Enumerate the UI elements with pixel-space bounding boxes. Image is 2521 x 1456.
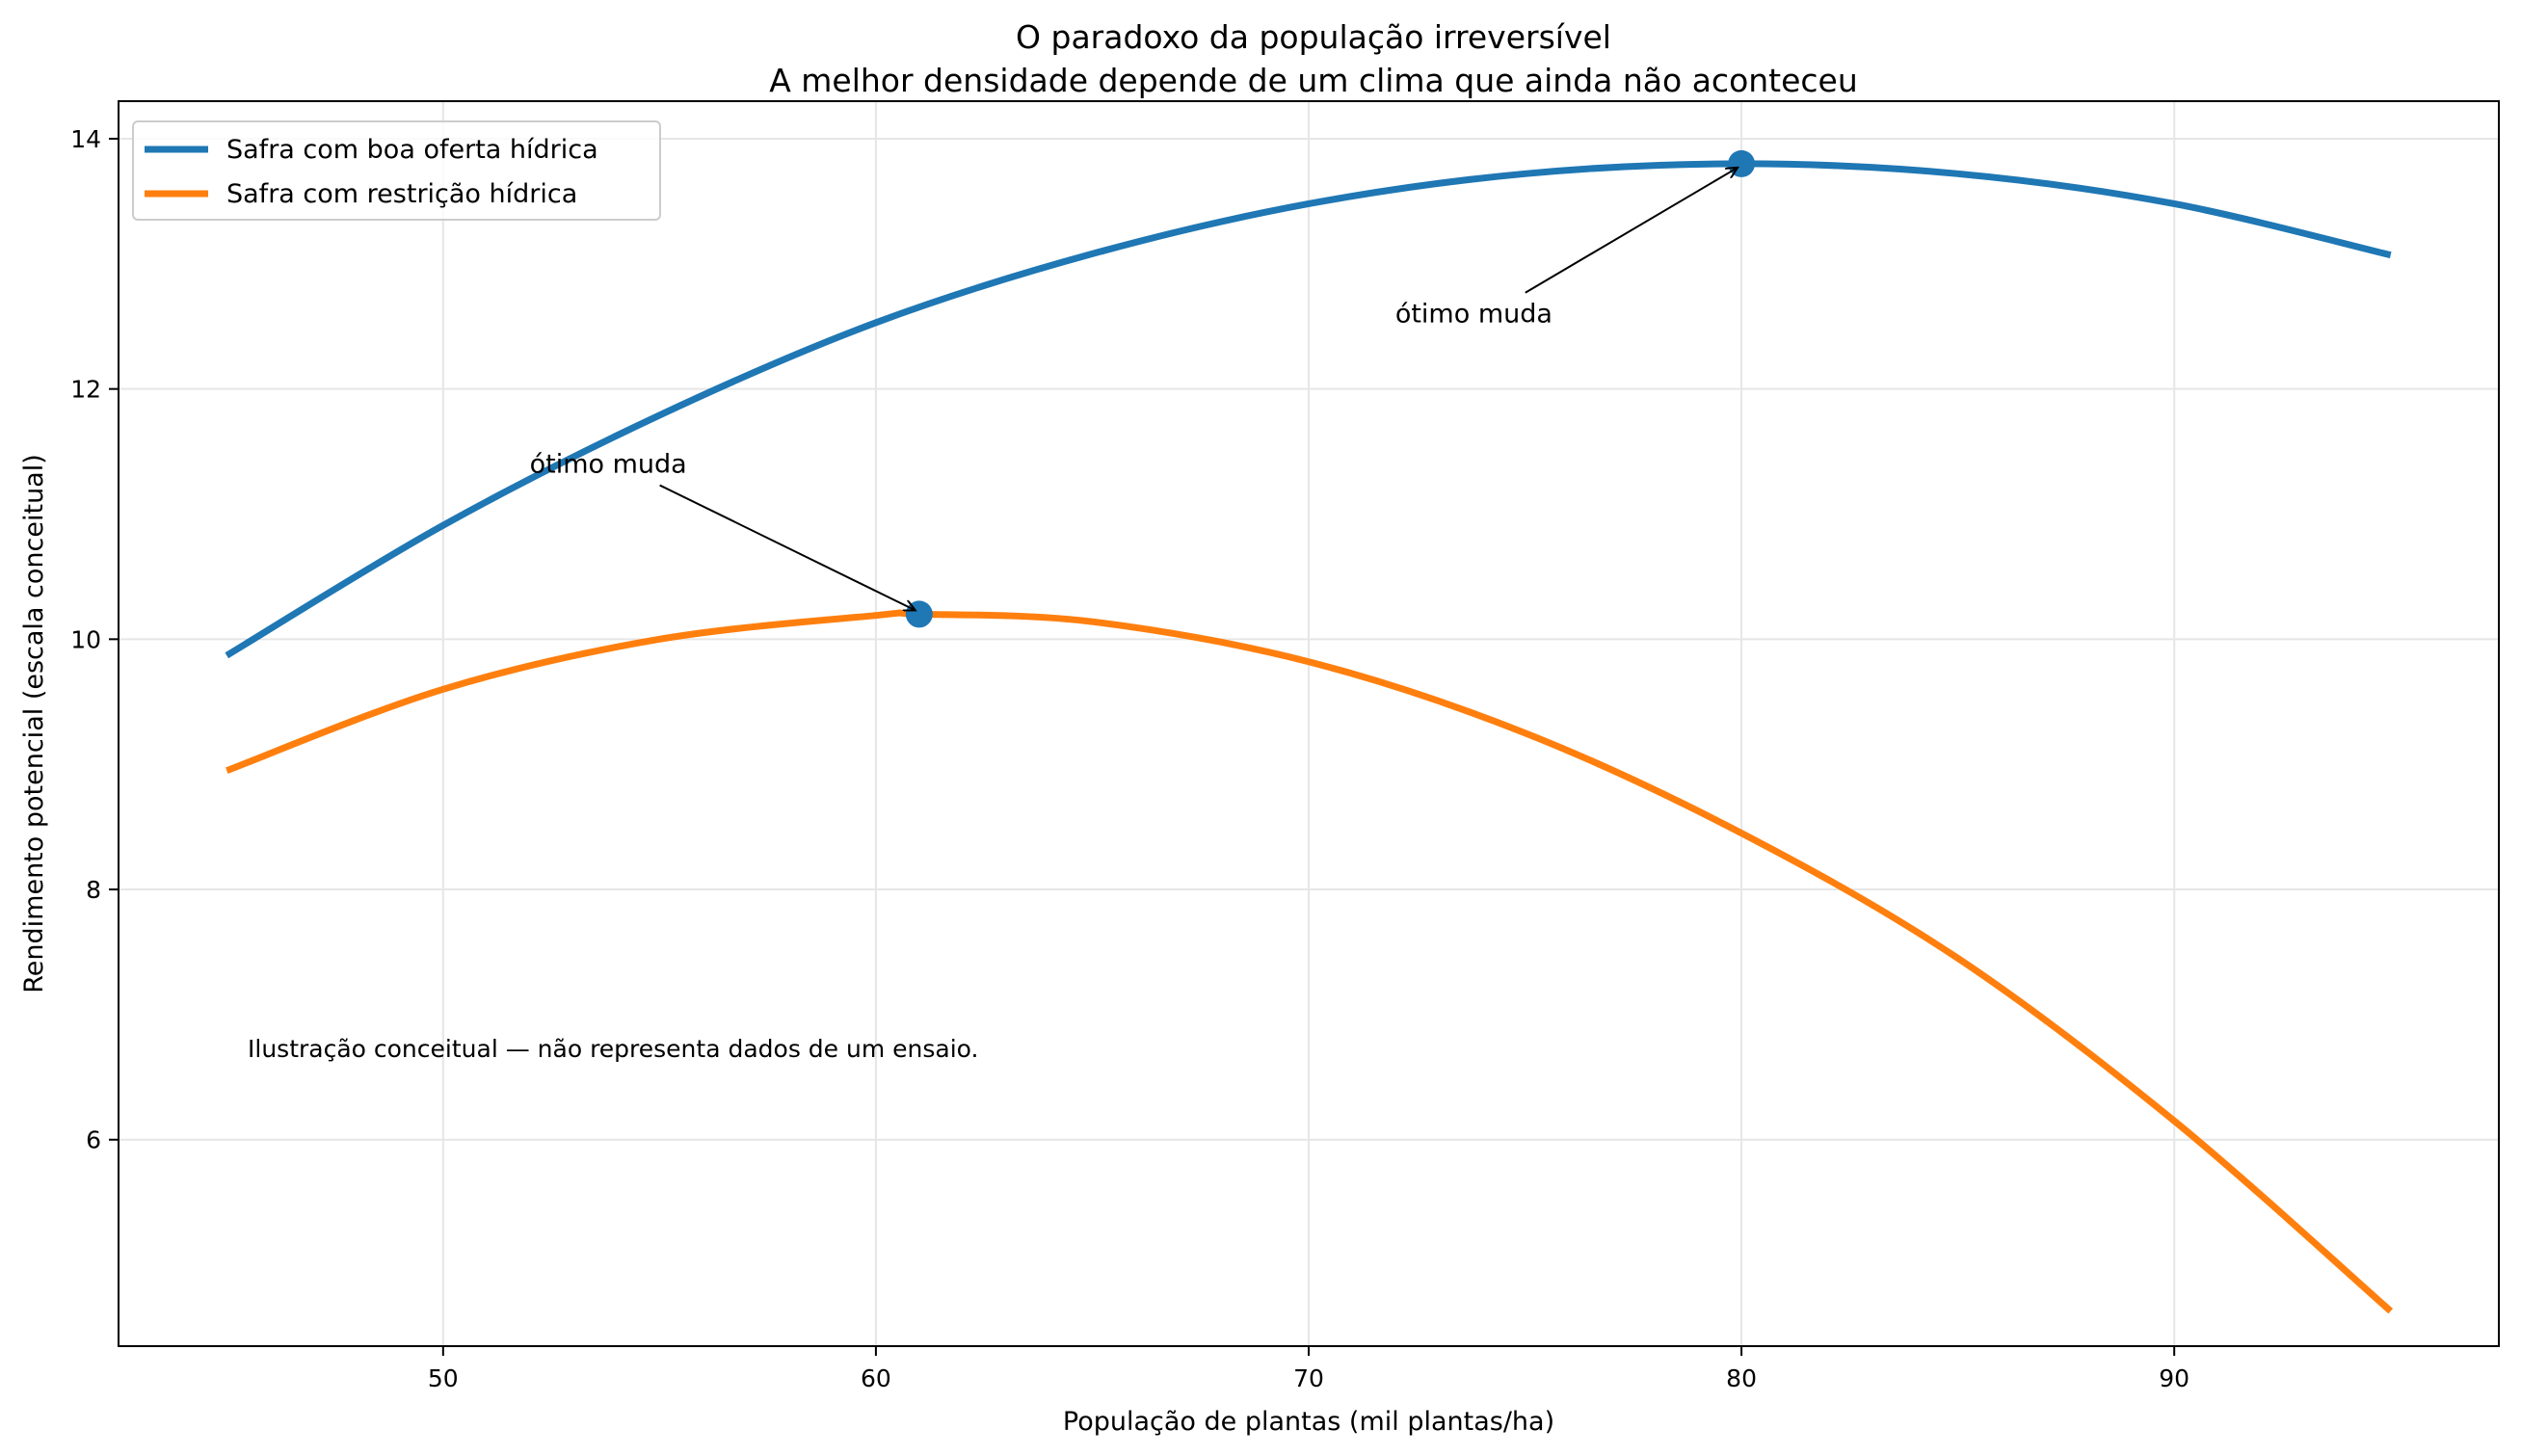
legend-box <box>132 120 661 221</box>
chart-subtitle: A melhor densidade depende de um clima q… <box>769 62 1858 99</box>
y-tick-label: 8 <box>86 876 101 904</box>
x-axis-label: População de plantas (mil plantas/ha) <box>1063 1407 1554 1437</box>
legend: Safra com boa oferta hídrica Safra com r… <box>132 120 661 221</box>
grid <box>119 101 2499 1346</box>
y-axis-ticks: 6 8 10 12 14 <box>70 125 119 1154</box>
x-tick-label: 80 <box>1726 1364 1757 1392</box>
series-layer <box>225 160 2394 1314</box>
annotation-label: ótimo muda <box>1395 300 1552 330</box>
annotation-label: ótimo muda <box>530 450 687 480</box>
optimum-point <box>905 600 933 628</box>
series-line-good-water <box>225 160 2392 659</box>
x-tick-label: 50 <box>428 1364 459 1392</box>
x-axis-ticks: 50 60 70 80 90 <box>428 1346 2189 1392</box>
y-tick-label: 10 <box>70 625 101 653</box>
legend-label-water-restriction: Safra com restrição hídrica <box>226 179 577 209</box>
annotation-arrow <box>659 484 916 611</box>
disclaimer-note: Ilustração conceitual — não representa d… <box>248 1035 978 1063</box>
y-axis-label: Rendimento potencial (escala conceitual) <box>19 454 49 993</box>
annotations: ótimo muda ótimo muda <box>530 168 1738 610</box>
y-tick-label: 6 <box>86 1126 101 1154</box>
x-tick-label: 90 <box>2159 1364 2189 1392</box>
x-tick-label: 60 <box>861 1364 891 1392</box>
annotation-arrow <box>1525 168 1738 294</box>
y-tick-label: 12 <box>70 376 101 404</box>
optimum-point <box>1728 149 1756 177</box>
chart-title: O paradoxo da população irreversível <box>1016 18 1611 56</box>
x-tick-label: 70 <box>1293 1364 1324 1392</box>
series-line-water-restriction <box>226 609 2394 1314</box>
y-tick-label: 14 <box>70 125 101 153</box>
legend-label-good-water: Safra com boa oferta hídrica <box>226 135 598 165</box>
